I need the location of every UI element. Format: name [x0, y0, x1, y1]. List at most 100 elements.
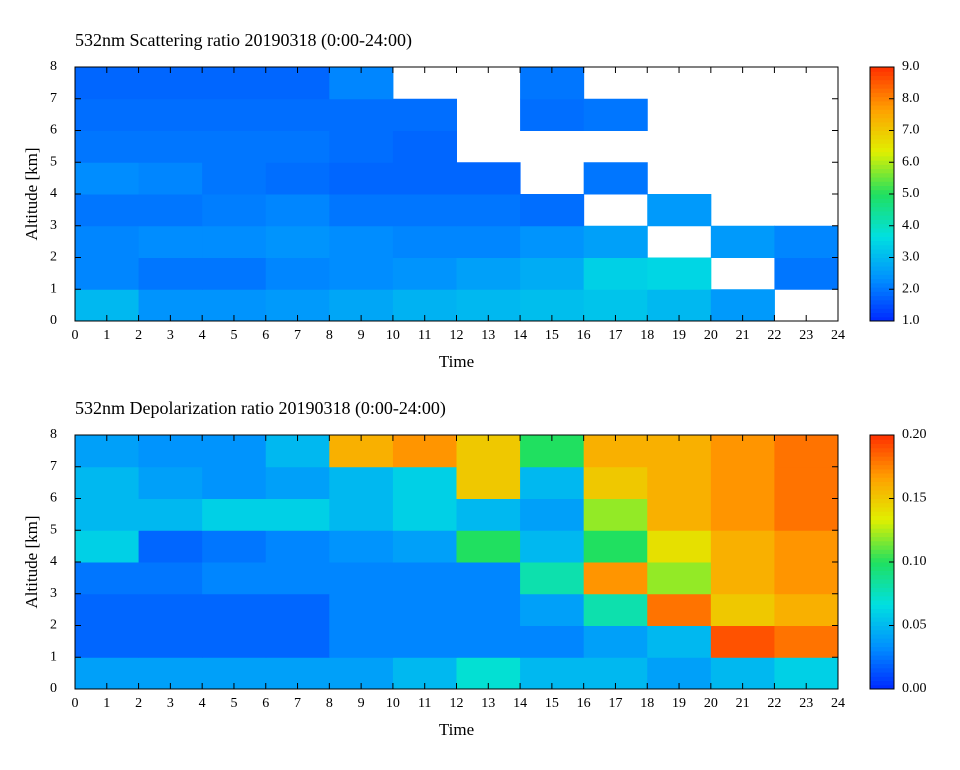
cell: [647, 466, 712, 499]
cell: [265, 530, 330, 563]
cell: [583, 562, 648, 595]
colorbar-segment: [870, 443, 894, 449]
cell: [774, 562, 839, 595]
colorbar-segment: [870, 536, 894, 542]
cell: [265, 625, 330, 658]
colorbar-segment: [870, 672, 894, 677]
x-tick-label: 6: [262, 328, 269, 343]
colorbar-tick-label: 6.0: [902, 154, 920, 169]
colorbar-segment: [870, 253, 894, 258]
cell: [520, 194, 585, 227]
cell: [520, 530, 585, 563]
x-tick-label: 7: [294, 696, 301, 711]
colorbar-segment: [870, 83, 894, 89]
cell: [138, 194, 203, 227]
x-tick-label: 17: [608, 328, 622, 343]
cell: [520, 593, 585, 626]
cell: [583, 162, 648, 195]
colorbar-segment: [870, 545, 894, 550]
colorbar-segment: [870, 160, 894, 165]
colorbar-tick-label: 0.20: [902, 427, 927, 442]
cell: [774, 225, 839, 258]
colorbar-segment: [870, 67, 894, 72]
colorbar-segment: [870, 287, 894, 292]
x-tick-label: 6: [262, 696, 269, 711]
colorbar-segment: [870, 490, 894, 495]
cell: [75, 562, 140, 595]
x-tick-label: 14: [513, 328, 527, 343]
x-tick-label: 0: [72, 696, 79, 711]
cell: [774, 530, 839, 563]
cell: [647, 562, 712, 595]
cell: [583, 498, 648, 531]
cell: [456, 162, 521, 195]
x-tick-label: 22: [767, 696, 781, 711]
colorbar-segment: [870, 151, 894, 157]
colorbar-segment: [870, 219, 894, 225]
colorbar-segment: [870, 439, 894, 444]
x-tick-label: 3: [167, 328, 174, 343]
x-tick-label: 23: [799, 328, 813, 343]
colorbar-segment: [870, 553, 894, 559]
cell: [583, 530, 648, 563]
colorbar-segment: [870, 566, 894, 571]
cell: [75, 162, 140, 195]
y-tick-label: 6: [50, 123, 57, 138]
colorbar-segment: [870, 557, 894, 563]
x-tick-label: 13: [481, 696, 495, 711]
colorbar-segment: [870, 659, 894, 665]
cell: [138, 466, 203, 499]
colorbar-segment: [870, 143, 894, 148]
colorbar-segment: [870, 477, 894, 483]
cell: [75, 530, 140, 563]
colorbar-segment: [870, 177, 894, 182]
colorbar-segment: [870, 621, 894, 626]
x-tick-label: 16: [577, 328, 591, 343]
y-tick-label: 8: [50, 59, 57, 74]
cell: [329, 257, 394, 290]
x-tick-label: 1: [103, 328, 110, 343]
colorbar-segment: [870, 274, 894, 280]
colorbar-segment: [870, 600, 894, 605]
y-tick-label: 5: [50, 522, 57, 537]
colorbar-segment: [870, 227, 894, 233]
cell: [710, 530, 775, 563]
x-tick-label: 8: [326, 696, 333, 711]
colorbar-tick-label: 5.0: [902, 186, 920, 201]
x-tick-label: 2: [135, 696, 142, 711]
colorbar-tick-label: 0.15: [902, 491, 927, 506]
colorbar-segment: [870, 172, 894, 178]
colorbar-segment: [870, 684, 894, 690]
colorbar-segment: [870, 71, 894, 76]
colorbar-segment: [870, 181, 894, 187]
cell: [456, 530, 521, 563]
x-tick-label: 19: [672, 328, 686, 343]
colorbar-segment: [870, 456, 894, 461]
cell: [710, 593, 775, 626]
y-tick-label: 0: [50, 681, 57, 696]
x-tick-label: 24: [831, 328, 845, 343]
cell: [75, 257, 140, 290]
x-tick-label: 17: [608, 696, 622, 711]
cell: [456, 593, 521, 626]
cell: [583, 98, 648, 131]
cell: [520, 625, 585, 658]
y-axis-label: Altitude [km]: [22, 515, 41, 608]
chart-title: 532nm Depolarization ratio 20190318 (0:0…: [75, 398, 446, 419]
cell: [647, 625, 712, 658]
x-tick-label: 20: [704, 696, 718, 711]
x-tick-label: 7: [294, 328, 301, 343]
colorbar-segment: [870, 494, 894, 499]
colorbar-segment: [870, 194, 894, 199]
y-tick-label: 4: [50, 186, 57, 201]
colorbar-segment: [870, 147, 894, 153]
cell: [329, 530, 394, 563]
cell: [329, 194, 394, 227]
cell: [329, 162, 394, 195]
cell: [520, 562, 585, 595]
x-tick-label: 5: [230, 328, 237, 343]
colorbar-segment: [870, 126, 894, 131]
colorbar-segment: [870, 282, 894, 288]
colorbar-segment: [870, 295, 894, 301]
cell: [265, 498, 330, 531]
